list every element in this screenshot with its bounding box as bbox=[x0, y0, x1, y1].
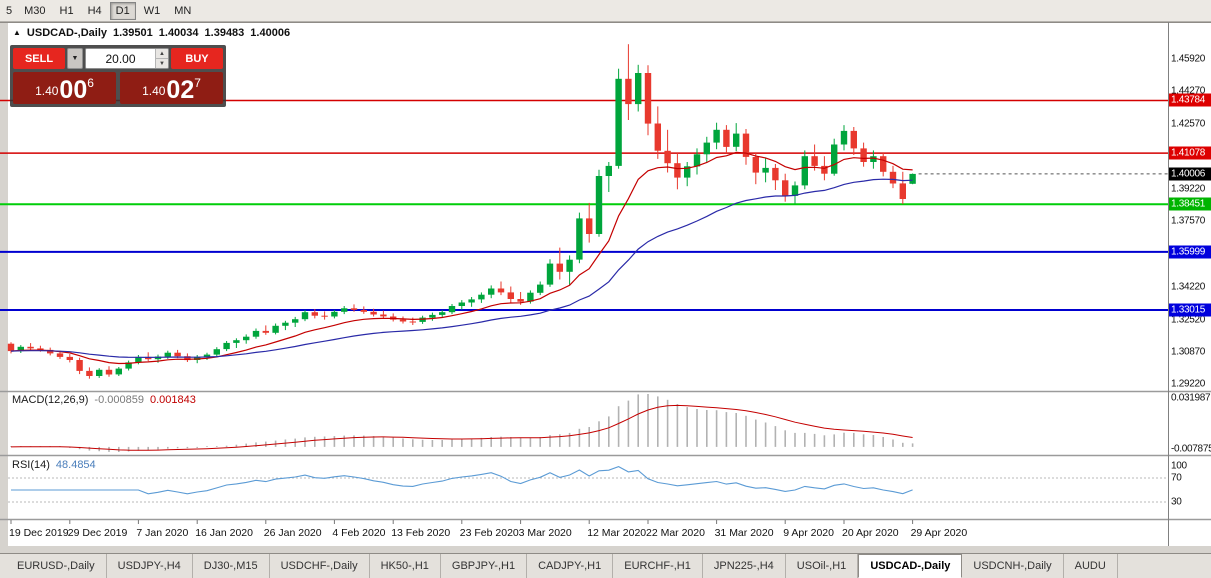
volume-decrease-button[interactable]: ▼ bbox=[156, 59, 168, 68]
macd-axis-max: 0.031987 bbox=[1171, 392, 1211, 404]
buy-price-pips: 02 bbox=[166, 75, 195, 104]
price-badge: 1.41078 bbox=[1169, 146, 1211, 160]
date-label: 12 Mar 2020 bbox=[587, 527, 647, 539]
timeframe-button-m30[interactable]: M30 bbox=[24, 4, 46, 17]
date-label: 31 Mar 2020 bbox=[714, 527, 774, 539]
date-label: 23 Feb 2020 bbox=[459, 527, 519, 539]
buy-button[interactable]: BUY bbox=[171, 48, 223, 69]
sell-price-pips: 00 bbox=[59, 75, 88, 104]
timeframe-toolbar: 5 M30 H1 H4 D1 W1 MN bbox=[0, 0, 1211, 22]
chart-tab-cadjpy-h1[interactable]: CADJPY-,H1 bbox=[527, 554, 614, 578]
buy-price-pipette: 7 bbox=[194, 76, 201, 90]
rsi-name: RSI(14) bbox=[12, 459, 50, 471]
date-label: 19 Dec 2019 bbox=[9, 527, 69, 539]
chart-tab-dj30-m15[interactable]: DJ30-,M15 bbox=[193, 554, 270, 578]
price-badge: 1.35999 bbox=[1169, 245, 1211, 259]
date-label: 22 Mar 2020 bbox=[646, 527, 705, 539]
price-badge: 1.33015 bbox=[1169, 303, 1211, 317]
timeframe-button-h1[interactable]: H1 bbox=[59, 4, 74, 17]
price-tick: 1.30870 bbox=[1171, 346, 1206, 358]
date-label: 29 Dec 2019 bbox=[67, 527, 128, 539]
order-type-dropdown[interactable]: ▼ bbox=[67, 48, 83, 69]
date-label: 7 Jan 2020 bbox=[136, 527, 189, 539]
price-tick: 1.29220 bbox=[1171, 378, 1206, 390]
chart-tab-bar: EURUSD-,Daily USDJPY-,H4 DJ30-,M15 USDCHF-,… bbox=[0, 553, 1211, 578]
one-click-trading-panel: SELL ▼ ▲ ▼ BUY 1.40 00 6 1.40 02 bbox=[10, 45, 226, 107]
price-badge: 1.40006 bbox=[1169, 167, 1211, 181]
symbol-name: USDCAD-,Daily bbox=[26, 27, 107, 39]
ohlc-close: 1.40006 bbox=[250, 27, 291, 39]
price-tick: 1.34220 bbox=[1171, 281, 1206, 293]
rsi-axis-label: 30 bbox=[1171, 496, 1182, 508]
sell-button[interactable]: SELL bbox=[13, 48, 65, 69]
buy-price-button[interactable]: 1.40 02 7 bbox=[120, 72, 223, 104]
chevron-down-icon: ▼ bbox=[71, 55, 79, 62]
timeframe-button-w1[interactable]: W1 bbox=[143, 4, 161, 17]
date-label: 29 Apr 2020 bbox=[910, 527, 968, 539]
chart-tab-usdcnh-daily[interactable]: USDCNH-,Daily bbox=[962, 554, 1064, 578]
ohlc-low: 1.39483 bbox=[204, 27, 245, 39]
symbol-direction-icon: ▲ bbox=[13, 28, 21, 37]
price-tick: 1.42570 bbox=[1171, 118, 1206, 130]
date-label: 9 Apr 2020 bbox=[783, 527, 834, 539]
volume-input[interactable] bbox=[86, 49, 155, 68]
date-label: 20 Apr 2020 bbox=[842, 527, 899, 539]
buy-price-base: 1.40 bbox=[142, 84, 166, 98]
timeframe-button-5[interactable]: 5 bbox=[6, 4, 13, 17]
price-tick: 1.44270 bbox=[1171, 85, 1206, 97]
price-badge: 1.38451 bbox=[1169, 197, 1211, 211]
sell-price-base: 1.40 bbox=[35, 84, 59, 98]
timeframe-button-mn[interactable]: MN bbox=[174, 4, 192, 17]
chart-tab-usdchf-daily[interactable]: USDCHF-,Daily bbox=[270, 554, 370, 578]
chart-tab-usoil-h1[interactable]: USOil-,H1 bbox=[786, 554, 859, 578]
rsi-label: RSI(14) 48.4854 bbox=[12, 459, 96, 471]
rsi-axis-label: 70 bbox=[1171, 472, 1182, 484]
date-label: 4 Feb 2020 bbox=[332, 527, 386, 539]
macd-name: MACD(12,26,9) bbox=[12, 394, 89, 406]
macd-axis-min: -0.007875 bbox=[1171, 443, 1211, 455]
rsi-axis-label: 100 bbox=[1171, 460, 1187, 472]
timeframe-button-d1[interactable]: D1 bbox=[109, 1, 136, 20]
volume-spinner: ▲ ▼ bbox=[155, 49, 168, 68]
chart-tab-hk50-h1[interactable]: HK50-,H1 bbox=[370, 554, 441, 578]
timeframe-button-h4[interactable]: H4 bbox=[87, 4, 102, 17]
volume-increase-button[interactable]: ▲ bbox=[156, 49, 168, 59]
rsi-value: 48.4854 bbox=[55, 459, 96, 471]
chart-tab-eurchf-h1[interactable]: EURCHF-,H1 bbox=[613, 554, 703, 578]
chart-background bbox=[8, 22, 1211, 546]
chart-tab-usdjpy-h4[interactable]: USDJPY-,H4 bbox=[107, 554, 193, 578]
date-label: 16 Jan 2020 bbox=[195, 527, 253, 539]
date-label: 26 Jan 2020 bbox=[263, 527, 322, 539]
volume-field: ▲ ▼ bbox=[85, 48, 169, 69]
price-badge: 1.43784 bbox=[1169, 93, 1211, 107]
ohlc-high: 1.40034 bbox=[158, 27, 199, 39]
ohlc-open: 1.39501 bbox=[113, 27, 153, 39]
date-label: 3 Mar 2020 bbox=[518, 527, 572, 539]
price-tick: 1.37570 bbox=[1171, 215, 1206, 227]
price-tick: 1.39220 bbox=[1171, 183, 1206, 195]
chart-tab-usdcad-daily[interactable]: USDCAD-,Daily bbox=[858, 554, 963, 578]
chart-tab-eurusd-daily[interactable]: EURUSD-,Daily bbox=[6, 554, 107, 578]
macd-label: MACD(12,26,9) -0.000859 0.001843 bbox=[12, 394, 196, 406]
macd-main-value: -0.000859 bbox=[94, 394, 144, 406]
sell-price-button[interactable]: 1.40 00 6 bbox=[13, 72, 116, 104]
date-label: 13 Feb 2020 bbox=[391, 527, 451, 539]
chart-tab-audu[interactable]: AUDU bbox=[1064, 554, 1118, 578]
sell-price-pipette: 6 bbox=[87, 76, 94, 90]
price-tick: 1.32520 bbox=[1171, 314, 1206, 326]
chart-tab-jpn225-h4[interactable]: JPN225-,H4 bbox=[703, 554, 786, 578]
chart-title: ▲ USDCAD-,Daily 1.39501 1.40034 1.39483 … bbox=[13, 27, 290, 39]
chart-tab-gbpjpy-h1[interactable]: GBPJPY-,H1 bbox=[441, 554, 528, 578]
macd-signal-value: 0.001843 bbox=[149, 394, 196, 406]
price-tick: 1.45920 bbox=[1171, 53, 1206, 65]
